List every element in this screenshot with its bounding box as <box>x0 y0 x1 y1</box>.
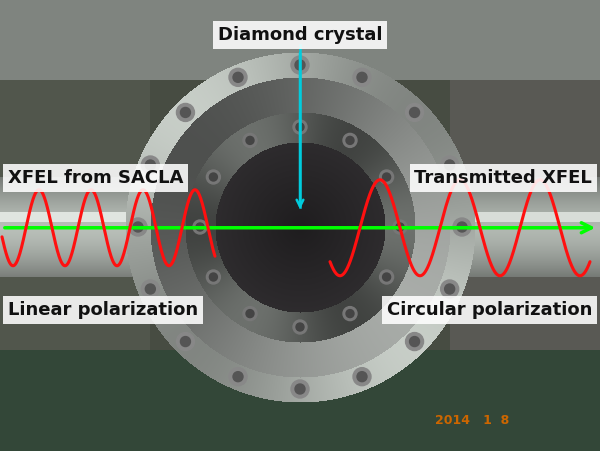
Circle shape <box>229 69 247 86</box>
Circle shape <box>145 160 155 170</box>
Circle shape <box>176 332 194 350</box>
Circle shape <box>233 372 243 382</box>
Text: Linear polarization: Linear polarization <box>8 301 198 319</box>
Circle shape <box>343 133 357 147</box>
Circle shape <box>233 72 243 83</box>
Circle shape <box>243 307 257 321</box>
Circle shape <box>393 220 407 234</box>
Text: Transmitted XFEL: Transmitted XFEL <box>414 169 592 187</box>
Circle shape <box>229 368 247 386</box>
Circle shape <box>410 336 419 346</box>
Circle shape <box>145 284 155 294</box>
Circle shape <box>296 323 304 331</box>
Circle shape <box>296 123 304 131</box>
Circle shape <box>445 284 455 294</box>
Circle shape <box>291 380 309 398</box>
Circle shape <box>383 273 391 281</box>
Circle shape <box>445 160 455 170</box>
Circle shape <box>357 372 367 382</box>
Circle shape <box>357 72 367 83</box>
Circle shape <box>291 56 309 74</box>
Text: Circular polarization: Circular polarization <box>386 301 592 319</box>
Circle shape <box>181 336 190 346</box>
Circle shape <box>243 133 257 147</box>
Circle shape <box>353 69 371 86</box>
Circle shape <box>353 368 371 386</box>
Circle shape <box>293 120 307 134</box>
Circle shape <box>295 60 305 70</box>
Circle shape <box>196 223 204 231</box>
Circle shape <box>406 103 424 121</box>
Circle shape <box>343 307 357 321</box>
Circle shape <box>176 103 194 121</box>
Circle shape <box>383 173 391 181</box>
Text: Diamond crystal: Diamond crystal <box>218 26 382 44</box>
Text: 2014   1  8: 2014 1 8 <box>435 414 509 427</box>
Circle shape <box>406 332 424 350</box>
Circle shape <box>181 107 190 117</box>
Circle shape <box>346 309 354 318</box>
Circle shape <box>440 280 458 298</box>
Circle shape <box>380 270 394 284</box>
Circle shape <box>453 218 471 236</box>
Circle shape <box>293 320 307 334</box>
Circle shape <box>410 107 419 117</box>
Circle shape <box>346 136 354 144</box>
Circle shape <box>440 156 458 174</box>
Circle shape <box>193 220 207 234</box>
Circle shape <box>457 222 467 232</box>
Circle shape <box>142 156 160 174</box>
Circle shape <box>129 218 147 236</box>
Circle shape <box>133 222 143 232</box>
Circle shape <box>246 309 254 318</box>
Circle shape <box>246 136 254 144</box>
Circle shape <box>209 173 217 181</box>
Circle shape <box>142 280 160 298</box>
Circle shape <box>206 270 220 284</box>
Circle shape <box>209 273 217 281</box>
Circle shape <box>206 170 220 184</box>
Text: XFEL from SACLA: XFEL from SACLA <box>8 169 184 187</box>
Circle shape <box>295 384 305 394</box>
Circle shape <box>396 223 404 231</box>
Circle shape <box>380 170 394 184</box>
